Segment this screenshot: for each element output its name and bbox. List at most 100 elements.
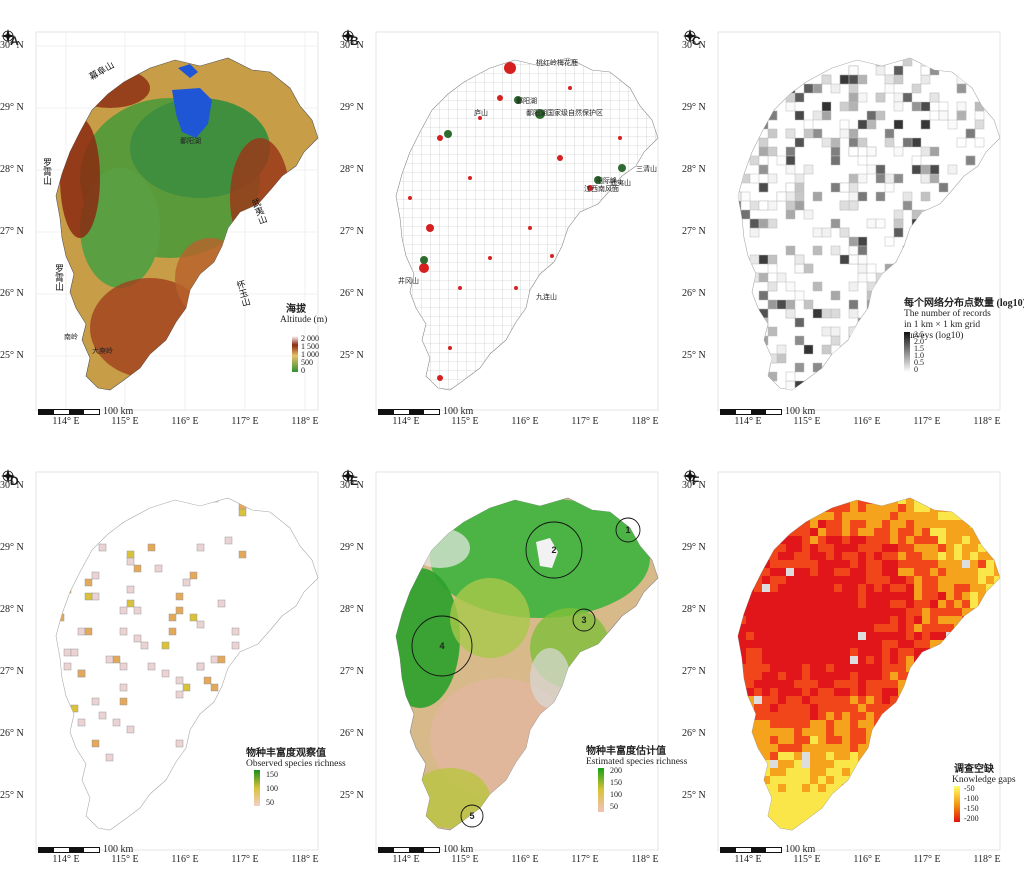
grid-cell — [762, 824, 770, 830]
grid-cell — [818, 504, 826, 512]
grid-cell — [830, 290, 841, 301]
grid-cell — [770, 608, 778, 616]
grid-cell — [938, 704, 946, 712]
grid-cell — [874, 624, 882, 632]
grid-cell — [767, 200, 778, 211]
grid-cell — [978, 656, 986, 664]
grid-cell — [914, 536, 922, 544]
grid-cell — [758, 164, 769, 175]
grid-cell — [994, 488, 1002, 496]
north-arrow-icon — [341, 469, 355, 483]
grid-cell — [818, 600, 826, 608]
grid-cell — [938, 389, 949, 390]
grid-cell — [970, 712, 978, 720]
grid-cell — [914, 672, 922, 680]
grid-cell — [830, 326, 841, 337]
grid-cell — [911, 83, 922, 94]
grid-cell — [786, 760, 794, 768]
grid-cell — [914, 640, 922, 648]
grid-cell — [866, 362, 877, 373]
grid-cell — [874, 528, 882, 536]
grid-cell — [930, 808, 938, 816]
grid-cell — [866, 640, 874, 648]
grid-cell — [818, 792, 826, 800]
grid-cell — [875, 173, 886, 184]
grid-cell — [758, 182, 769, 193]
grid-cell — [874, 536, 882, 544]
grid-cell — [738, 317, 742, 328]
grid-cell — [834, 704, 842, 712]
grid-cell — [866, 776, 874, 784]
grid-cell — [898, 712, 906, 720]
grid-cell — [758, 110, 769, 121]
grid-cell — [974, 173, 985, 184]
grid-cell — [986, 712, 994, 720]
grid-cell — [842, 592, 850, 600]
grid-cell — [762, 800, 770, 808]
grid-cell — [84, 627, 93, 636]
grid-cell — [882, 744, 890, 752]
grid-cell — [778, 512, 786, 520]
grid-cell — [978, 528, 986, 536]
grid-cell — [938, 736, 946, 744]
grid-cell — [994, 736, 1000, 744]
grid-cell — [974, 353, 985, 364]
grid-cell — [140, 641, 149, 650]
grid-cell — [882, 624, 890, 632]
grid-cell — [770, 536, 778, 544]
grid-cell — [866, 672, 874, 680]
grid-cell — [994, 600, 1000, 608]
grid-cell — [978, 664, 986, 672]
grid-cell — [133, 564, 142, 573]
grid-cell — [922, 704, 930, 712]
grid-cell — [850, 776, 858, 784]
grid-cell — [826, 624, 834, 632]
grid-cell — [978, 544, 986, 552]
grid-cell — [884, 74, 895, 85]
grid-cell — [738, 560, 746, 568]
grid-cell — [810, 808, 818, 816]
grid-cell — [930, 624, 938, 632]
grid-cell — [758, 290, 769, 301]
grid-cell — [882, 720, 890, 728]
grid-cell — [818, 680, 826, 688]
grid-cell — [738, 832, 746, 840]
grid-cell — [759, 48, 768, 57]
grid-cell — [794, 560, 802, 568]
grid-cell — [238, 508, 247, 517]
grid-cell — [986, 680, 994, 688]
grid-cell — [762, 616, 770, 624]
grid-cell — [974, 74, 985, 85]
grid-cell — [946, 712, 954, 720]
grid-cell — [749, 119, 760, 130]
grid-cell — [738, 128, 742, 139]
grid-cell — [978, 720, 986, 728]
grid-cell — [858, 504, 866, 512]
grid-cell — [848, 101, 859, 112]
grid-cell — [946, 640, 954, 648]
grid-cell — [740, 191, 751, 202]
grid-cell — [794, 760, 802, 768]
grid-cell — [906, 776, 914, 784]
grid-cell — [994, 608, 1000, 616]
grid-cell — [818, 528, 826, 536]
grid-cell — [730, 528, 738, 536]
scale-bar: 100 km — [378, 844, 473, 855]
legend-colorbar — [254, 770, 260, 806]
grid-cell — [821, 110, 832, 121]
grid-cell — [906, 576, 914, 584]
grid-cell — [738, 272, 742, 283]
grid-cell — [738, 119, 742, 130]
grid-cell — [954, 712, 962, 720]
grid-cell — [970, 528, 978, 536]
grid-cell — [834, 552, 842, 560]
grid-cell — [938, 536, 946, 544]
grid-cell — [850, 672, 858, 680]
grid-cell — [740, 380, 751, 390]
grid-cell — [914, 648, 922, 656]
grid-cell — [842, 808, 850, 816]
grid-cell — [785, 191, 796, 202]
grid-cell — [914, 544, 922, 552]
grid-cell — [946, 840, 954, 848]
grid-cell — [986, 648, 994, 656]
